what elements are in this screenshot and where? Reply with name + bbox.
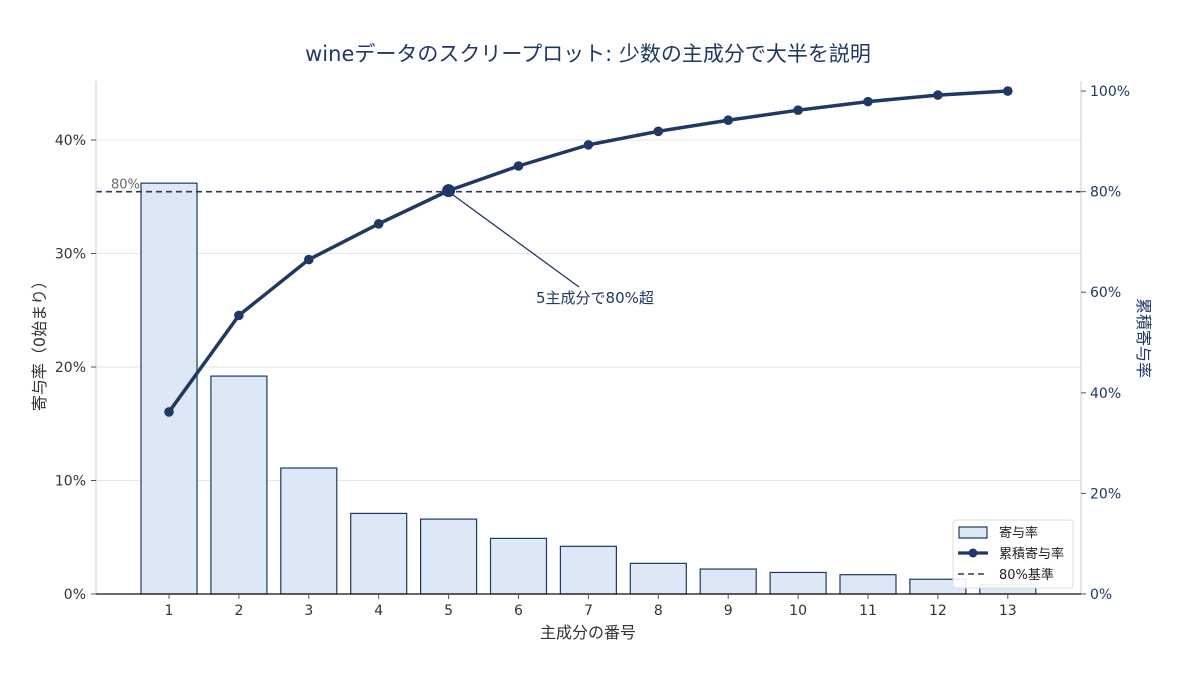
x-tick-label: 7 [584, 603, 593, 619]
cumulative-point [583, 140, 594, 150]
annotation-text: 5主成分で80%超 [536, 289, 654, 307]
x-tick-label: 8 [654, 603, 663, 619]
cumulative-point [863, 96, 873, 107]
threshold-label: 80% [111, 178, 140, 193]
y-right-tick-label: 20% [1090, 486, 1121, 502]
y-right-tick-label: 40% [1090, 386, 1121, 402]
legend-bar-swatch [958, 526, 988, 539]
legend-threshold-label: 80%基準 [999, 567, 1054, 583]
axes: 0%10%20%30%40%0%20%40%60%80%100%1 2 3 4 5 6 7 8… [55, 81, 1130, 619]
x-tick-label: 5 [444, 603, 453, 619]
x-tick-label: 12 [929, 603, 947, 619]
legend-bar-label: 寄与率 [999, 525, 1038, 541]
cumulative-point [793, 105, 803, 115]
y-left-tick-label: 0% [64, 587, 86, 603]
y-left-tick-label: 30% [55, 247, 86, 263]
annotation-group: 5主成分で80%超 [452, 194, 654, 307]
bar [140, 182, 198, 595]
cumulative-point [373, 219, 384, 229]
x-tick-label: 1 [165, 603, 174, 619]
x-tick-label: 13 [999, 603, 1017, 619]
x-tick-label: 9 [724, 603, 733, 619]
cumulative-point [164, 407, 174, 417]
annotation-arrow [452, 194, 580, 288]
x-tick-label: 4 [374, 603, 383, 619]
cumulative-line-series [164, 86, 1013, 417]
grid-lines [96, 139, 1081, 482]
bar-series [140, 182, 1037, 595]
cumulative-point [933, 90, 943, 100]
bar [559, 545, 618, 595]
x-tick-label: 6 [514, 603, 523, 619]
y-left-tick-label: 40% [55, 133, 86, 149]
bar [489, 537, 548, 595]
y-right-tick-label: 100% [1090, 84, 1130, 100]
legend-line-marker [968, 548, 978, 558]
y-right-tick-label: 80% [1090, 185, 1121, 201]
cumulative-point [234, 310, 244, 321]
bar [210, 375, 268, 595]
bar [350, 512, 408, 595]
cumulative-line [167, 89, 1008, 413]
x-tick-label: 3 [304, 603, 313, 619]
cumulative-point [304, 254, 314, 265]
y-axis-left-label: 寄与率（0始まり） [30, 273, 49, 411]
cumulative-point [1003, 86, 1013, 96]
cumulative-point [653, 126, 664, 137]
y-right-tick-label: 60% [1090, 285, 1121, 301]
x-tick-label: 11 [859, 603, 877, 619]
bar [699, 568, 757, 595]
highlight-point [442, 184, 456, 198]
x-tick-label: 10 [789, 603, 807, 619]
chart-title: wineデータのスクリープロット: 少数の主成分で大半を説明 [305, 42, 871, 66]
bar [839, 574, 897, 595]
threshold-line-group: 80% [96, 178, 1081, 193]
cumulative-point [513, 161, 524, 171]
legend-line-label: 累積寄与率 [999, 546, 1064, 562]
bar [769, 571, 827, 595]
cumulative-point [723, 115, 733, 126]
x-tick-label: 2 [234, 603, 243, 619]
bar [280, 467, 338, 595]
x-axis-label: 主成分の番号 [540, 623, 636, 642]
y-axis-right-label: 累積寄与率 [1134, 298, 1153, 378]
bar [420, 518, 478, 595]
y-left-tick-label: 10% [55, 474, 86, 490]
y-left-tick-label: 20% [55, 360, 86, 376]
y-right-tick-label: 0% [1090, 587, 1112, 603]
bar [629, 562, 687, 595]
